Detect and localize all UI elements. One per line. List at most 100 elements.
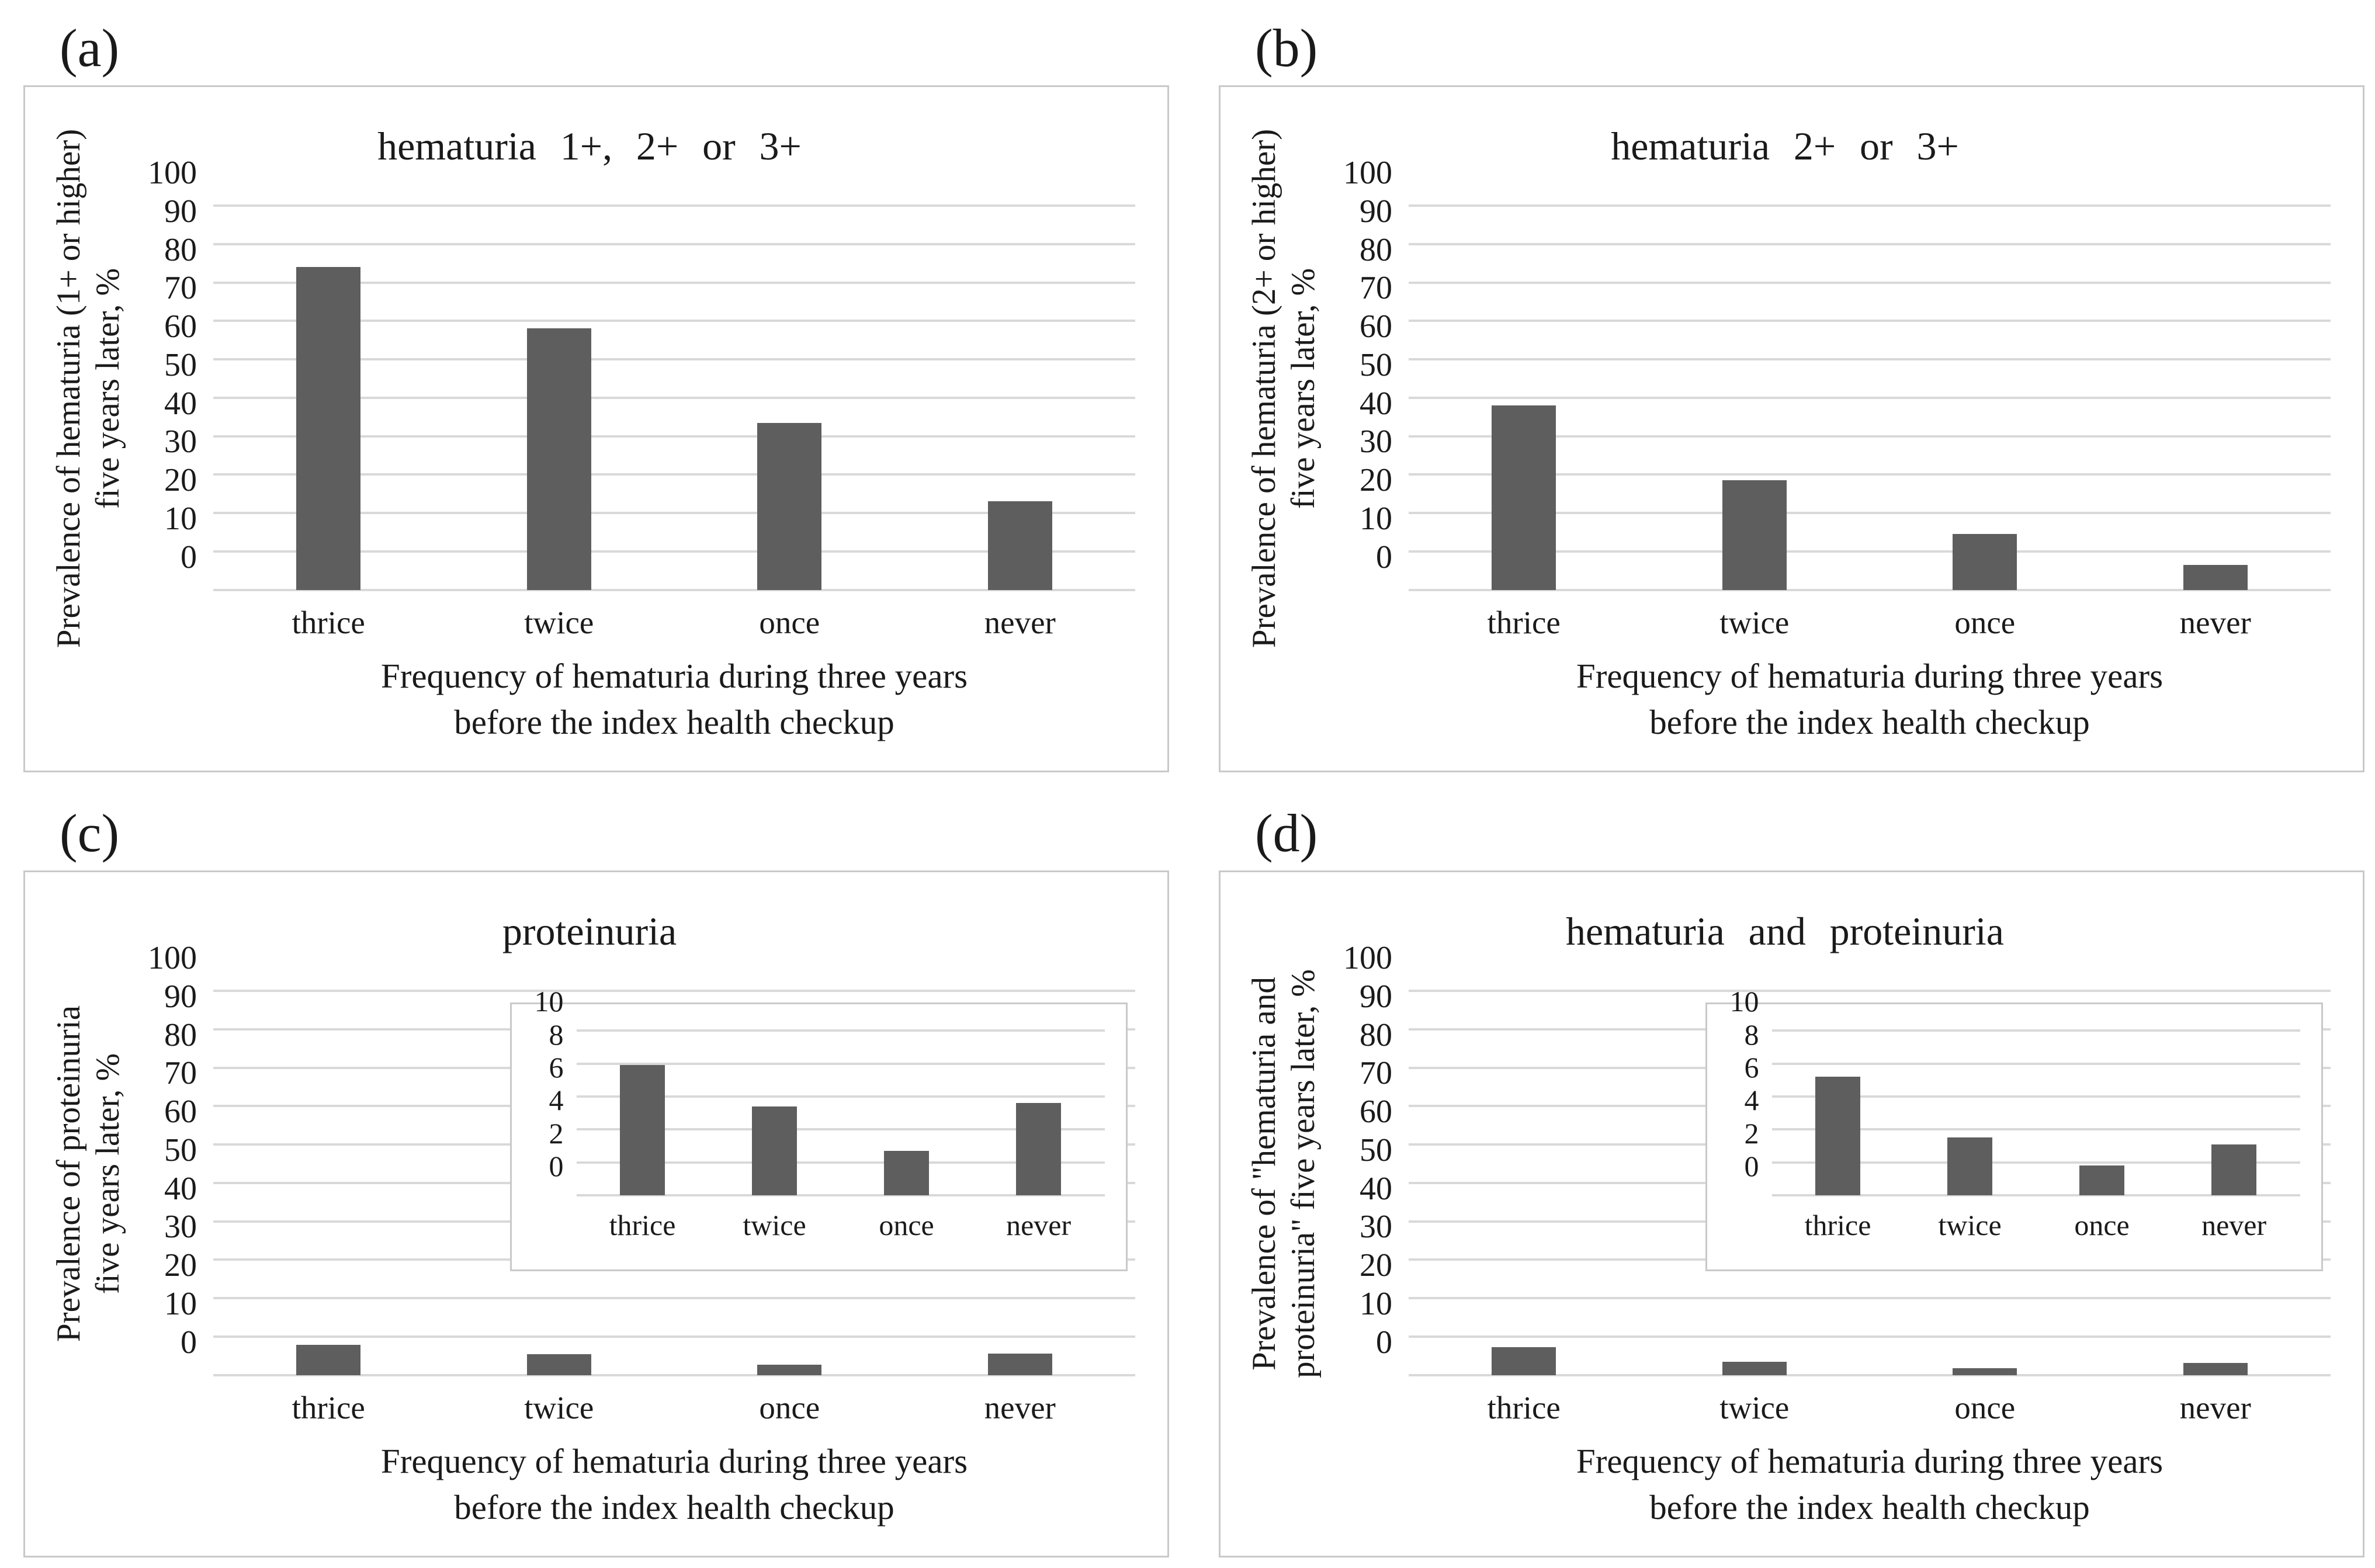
y-tick-label-0: 0 [181, 539, 197, 575]
panel-d-y-axis-title-text: Prevalence of "hematuria and proteinuria… [1244, 969, 1323, 1378]
x-category-label-thrice: thrice [292, 604, 365, 640]
x-category-label-twice: twice [1719, 604, 1790, 640]
y-tick-label-80: 80 [1360, 231, 1392, 268]
inset-x-category-label-thrice: thrice [1804, 1208, 1871, 1241]
bar-twice [1947, 1137, 1992, 1195]
y-tick-label-50: 50 [1360, 1132, 1392, 1168]
y-tick-label-4: 4 [549, 1084, 564, 1117]
y-tick-label-100: 100 [1343, 155, 1392, 191]
y-tick-label-100: 100 [1343, 940, 1392, 976]
y-tick-label-20: 20 [164, 462, 197, 499]
panel-a-chart-title: hematuria 1+, 2+ or 3+ [377, 124, 802, 168]
bar-twice [526, 328, 591, 590]
y-tick-label-60: 60 [164, 308, 197, 345]
gridline-40 [1409, 435, 2331, 438]
y-tick-label-8: 8 [1744, 1018, 1759, 1051]
y-tick-label-100: 100 [148, 940, 197, 976]
gridline-2 [1771, 1161, 2300, 1164]
x-category-label-once: once [1954, 604, 2016, 640]
gridline-0 [1771, 1194, 2300, 1196]
panel-d-chart-area: Prevalence of "hematuria and proteinuria… [1239, 942, 2331, 1531]
gridline-60 [213, 358, 1135, 361]
y-tick-label-90: 90 [1360, 978, 1392, 1015]
panel-d-chart-box: hematuria and proteinuria Prevalence of … [1219, 870, 2364, 1557]
y-tick-label-2: 2 [1744, 1116, 1759, 1150]
panel-c-plot-column: 0 10 20 30 40 50 60 70 80 90 100 0 2 4 6 8 10 thrice twice… [133, 942, 1135, 1531]
inset-plot-area: 0 2 4 6 8 10 thrice twice once never [1730, 987, 2300, 1240]
y-axis-title-line-2: proteinuria" five years later, % [1285, 969, 1322, 1378]
y-tick-label-2: 2 [549, 1116, 564, 1150]
panel-a: (a) hematuria 1+, 2+ or 3+ Prevalence of… [23, 11, 1169, 772]
panel-b-x-axis-title: Frequency of hematuria during three year… [1409, 653, 2331, 746]
bar-thrice [620, 1065, 665, 1195]
inset-x-category-label-once: once [2074, 1208, 2130, 1241]
y-tick-label-10: 10 [1360, 500, 1392, 537]
panel-c-x-category-labels: thrice twice once never [213, 1375, 1135, 1431]
panel-d-label: (d) [1255, 803, 1318, 863]
panel-b-x-category-labels: thrice twice once never [1409, 590, 2331, 646]
bar-never [1016, 1103, 1062, 1195]
y-tick-label-0: 0 [1744, 1149, 1759, 1182]
bar-once [757, 1364, 822, 1375]
gridline-4 [1771, 1128, 2300, 1131]
y-tick-label-30: 30 [164, 1209, 197, 1246]
x-category-label-thrice: thrice [1487, 604, 1561, 640]
y-tick-label-10: 10 [164, 1285, 197, 1322]
panel-a-y-axis-title-text: Prevalence of hematuria (1+ or higher) f… [49, 129, 128, 647]
panel-b-chart-box: hematuria 2+ or 3+ Prevalence of hematur… [1219, 85, 2364, 772]
gridline-6 [1771, 1095, 2300, 1098]
x-category-label-never: never [984, 604, 1056, 640]
bar-thrice [1492, 1347, 1556, 1375]
panel-d-x-axis-title: Frequency of hematuria during three year… [1409, 1438, 2331, 1531]
x-category-label-never: never [984, 1389, 1056, 1425]
panel-c-chart-box: proteinuria Prevalence of proteinuria fi… [23, 870, 1169, 1557]
y-tick-label-80: 80 [164, 1017, 197, 1053]
gridline-90 [1409, 242, 2331, 245]
bar-never [2183, 564, 2248, 590]
bar-once [1953, 1368, 2017, 1375]
panel-b-y-axis-title: Prevalence of hematuria (2+ or higher) f… [1239, 129, 1328, 746]
gridline-20 [213, 1297, 1135, 1300]
panel-a-chart-area: Prevalence of hematuria (1+ or higher) f… [44, 129, 1135, 746]
x-axis-title-line-1: Frequency of hematuria during three year… [1576, 656, 2163, 695]
bar-never [2183, 1363, 2248, 1375]
x-category-label-thrice: thrice [292, 1389, 365, 1425]
y-tick-label-6: 6 [1744, 1050, 1759, 1084]
panel-a-x-category-labels: thrice twice once never [213, 590, 1135, 646]
panel-d-chart-title: hematuria and proteinuria [1566, 909, 2004, 953]
x-axis-title-line-2: before the index health checkup [454, 1488, 894, 1527]
y-tick-label-80: 80 [164, 231, 197, 268]
panel-d: (d) hematuria and proteinuria Prevalence… [1219, 796, 2364, 1557]
y-tick-label-0: 0 [1376, 539, 1392, 575]
panel-c-x-axis-title: Frequency of hematuria during three year… [213, 1438, 1135, 1531]
panel-d-x-category-labels: thrice twice once never [1409, 1375, 2331, 1431]
y-tick-label-30: 30 [164, 424, 197, 460]
gridline-20 [1409, 512, 2331, 515]
gridline-10 [1771, 1029, 2300, 1032]
gridline-0 [1409, 588, 2331, 591]
x-category-label-twice: twice [524, 1389, 594, 1425]
gridline-4 [576, 1128, 1105, 1131]
x-category-label-once: once [1954, 1389, 2016, 1425]
panel-a-y-axis-title: Prevalence of hematuria (1+ or higher) f… [44, 129, 133, 746]
y-tick-label-20: 20 [1360, 1247, 1392, 1284]
inset-x-category-label-never: never [1006, 1208, 1072, 1241]
gridline-100 [1409, 204, 2331, 207]
inset-x-category-label-twice: twice [1938, 1208, 2002, 1241]
x-category-label-twice: twice [1719, 1389, 1790, 1425]
panel-a-plot-column: 0 10 20 30 40 50 60 70 80 90 100 thrice twice once ne… [133, 157, 1135, 746]
y-tick-label-80: 80 [1360, 1017, 1392, 1053]
y-tick-label-20: 20 [164, 1247, 197, 1284]
x-category-label-twice: twice [524, 604, 594, 640]
panel-c-y-axis-title-text: Prevalence of proteinuria five years lat… [49, 1005, 128, 1341]
panel-a-chart-box: hematuria 1+, 2+ or 3+ Prevalence of hem… [23, 85, 1169, 772]
y-axis-title-line-1: Prevalence of hematuria (2+ or higher) [1245, 129, 1282, 648]
panel-c: (c) proteinuria Prevalence of proteinuri… [23, 796, 1169, 1557]
panel-c-plot-area: 0 10 20 30 40 50 60 70 80 90 100 0 2 4 6 8 10 thrice twice… [148, 942, 1135, 1376]
y-tick-label-0: 0 [549, 1149, 564, 1182]
gridline-100 [1409, 990, 2331, 992]
x-category-label-never: never [2179, 604, 2251, 640]
y-tick-label-50: 50 [164, 1132, 197, 1168]
gridline-70 [1409, 320, 2331, 322]
